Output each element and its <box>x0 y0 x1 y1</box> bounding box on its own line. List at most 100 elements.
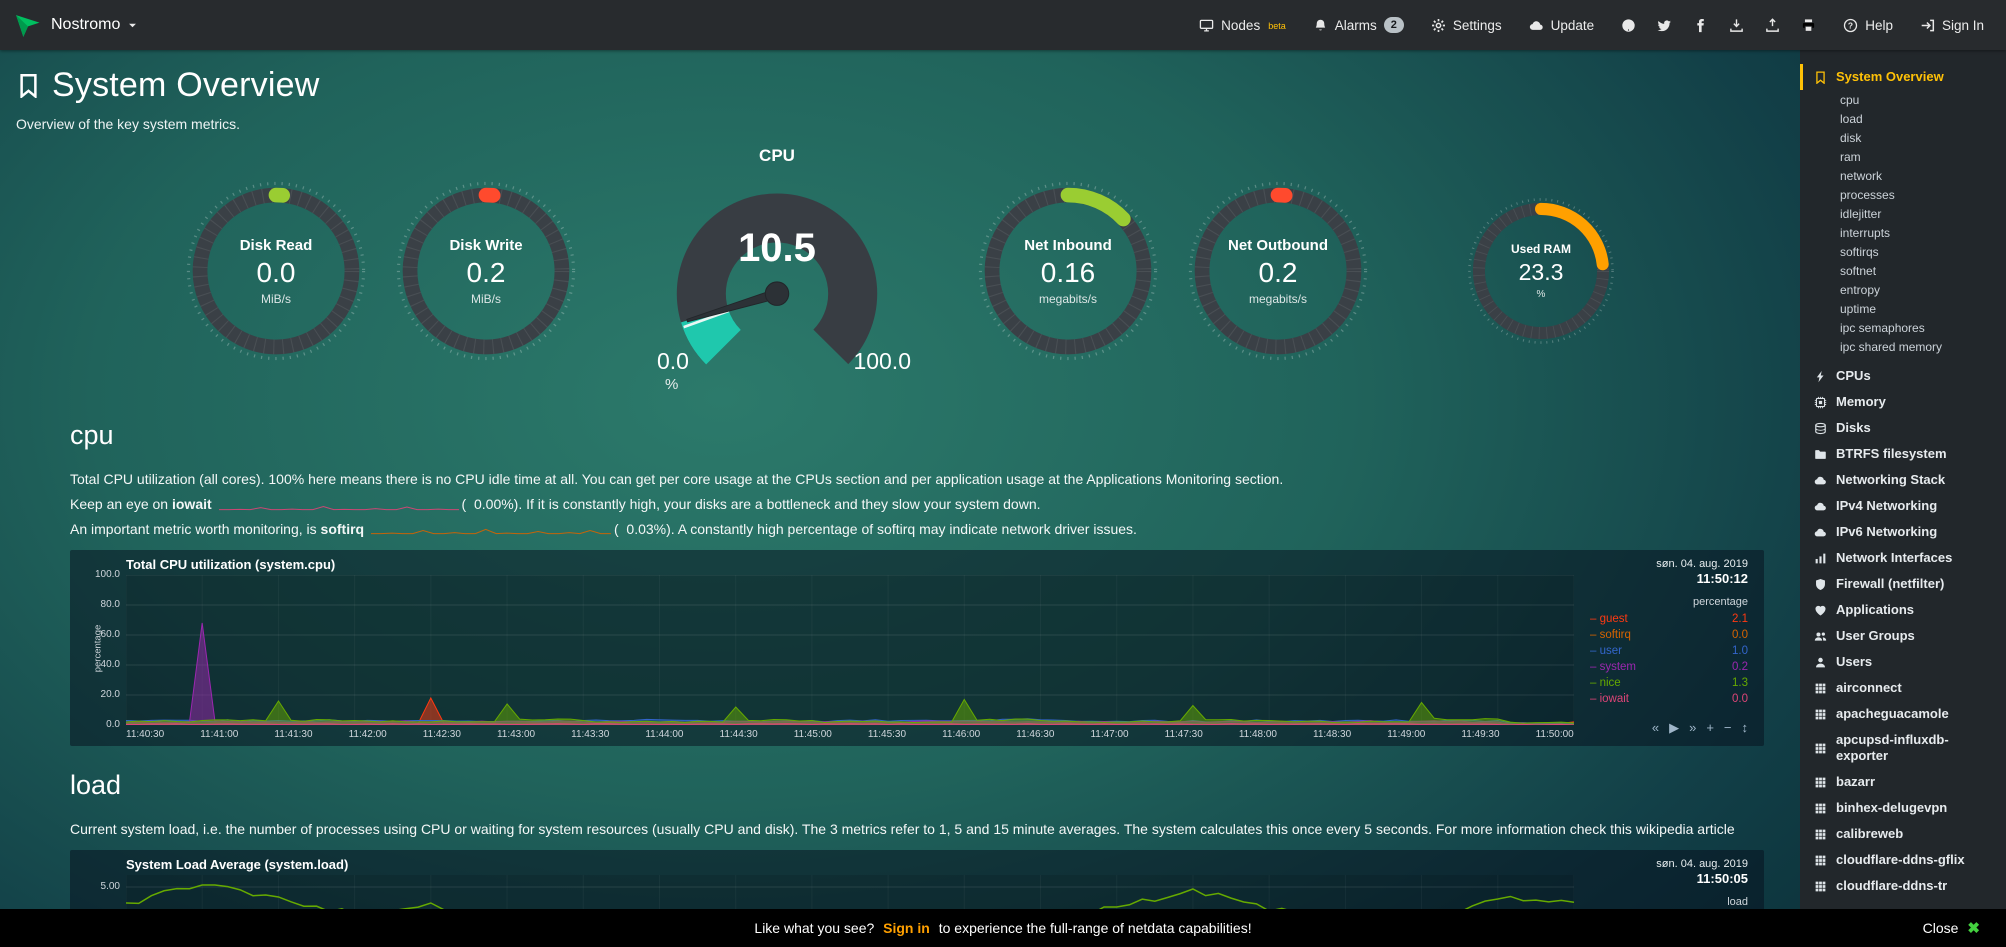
sidebar-item-ipv4-networking[interactable]: IPv4 Networking <box>1814 493 2000 519</box>
sidebar-item-label: BTRFS filesystem <box>1836 446 1947 461</box>
sidebar-menu: System Overview cpu load disk ram network proc… <box>1800 50 2006 947</box>
sidebar-subitem-entropy[interactable]: entropy <box>1840 283 1881 297</box>
help-button[interactable]: ? Help <box>1843 18 1893 33</box>
users-icon <box>1814 630 1827 643</box>
nodes-button[interactable]: Nodes beta <box>1199 18 1286 33</box>
sidebar-subitem-ipc-shared-memory[interactable]: ipc shared memory <box>1840 340 1943 354</box>
sidebar-item-btrfs-filesystem[interactable]: BTRFS filesystem <box>1814 441 2000 467</box>
close-banner-button[interactable]: Close ✖ <box>1923 919 1980 937</box>
x-axis-label: 11:40:30 <box>126 729 165 740</box>
sidebar-item-networking-stack[interactable]: Networking Stack <box>1814 467 2000 493</box>
sidebar-item-cloudflare-ddns-gflix[interactable]: cloudflare-ddns-gflix <box>1814 847 2000 873</box>
sidebar-subitem-cpu[interactable]: cpu <box>1840 93 1860 107</box>
memory-icon <box>1814 396 1827 409</box>
sidebar-item-system-overview[interactable]: System Overview <box>1800 64 2000 90</box>
print-icon[interactable] <box>1801 18 1816 33</box>
x-axis-label: 11:47:00 <box>1090 729 1129 740</box>
chevron-down-icon <box>127 20 138 31</box>
chart-toolbar-zoom-in[interactable]: + <box>1706 720 1714 735</box>
sidebar-item-label: IPv6 Networking <box>1836 524 1938 539</box>
sidebar-subitem-ram[interactable]: ram <box>1840 150 1861 164</box>
netdata-logo-icon[interactable] <box>14 12 41 39</box>
cpu-utilization-chart[interactable]: Total CPU utilization (system.cpu) 0.0 20.… <box>70 550 1764 746</box>
sidebar-item-binhex-delugevpn[interactable]: binhex-delugevpn <box>1814 795 2000 821</box>
sidebar-item-airconnect[interactable]: airconnect <box>1814 675 2000 701</box>
cloud-icon <box>1814 474 1827 487</box>
chart-canvas[interactable]: 0.0 20.0 40.0 60.0 80.0 100.0 percentage <box>92 569 1574 730</box>
chart-toolbar-zoom-out[interactable]: − <box>1723 720 1732 735</box>
sidebar-subitem-uptime[interactable]: uptime <box>1840 302 1877 316</box>
download-icon[interactable] <box>1729 18 1744 33</box>
sidebar-subitem-idlejitter[interactable]: idlejitter <box>1840 207 1882 221</box>
gauge-used-ram[interactable]: Used RAM 23.3% <box>1465 195 1617 347</box>
sidebar-subitem-softnet[interactable]: softnet <box>1840 264 1877 278</box>
sidebar-item-memory[interactable]: Memory <box>1814 389 2000 415</box>
sidebar-item-label: CPUs <box>1836 368 1871 383</box>
gauge-net-inbound[interactable]: Net Inbound 0.16 megabits/s <box>975 178 1161 364</box>
load-section-heading: load <box>70 770 122 800</box>
sidebar-item-bazarr[interactable]: bazarr <box>1814 769 2000 795</box>
help-icon: ? <box>1843 18 1858 33</box>
gauge-cpu[interactable]: CPU 10.5 0.0 100.0% <box>609 146 945 396</box>
sidebar-item-apacheguacamole[interactable]: apacheguacamole <box>1814 701 2000 727</box>
x-axis: 11:40:30 11:41:00 11:41:30 11:42:00 11:42:30… <box>126 729 1574 740</box>
sidebar-subitem-processes[interactable]: processes <box>1840 188 1895 202</box>
sidebar-subitem-softirqs[interactable]: softirqs <box>1840 245 1879 259</box>
sidebar-item-label: apcupsd-influxdb-exporter <box>1836 732 1949 763</box>
sign-in-link[interactable]: Sign in <box>883 920 930 936</box>
sidebar-subitem-network[interactable]: network <box>1840 169 1883 183</box>
sidebar-item-applications[interactable]: Applications <box>1814 597 2000 623</box>
sidebar-item-network-interfaces[interactable]: Network Interfaces <box>1814 545 2000 571</box>
iowait-sparkline[interactable] <box>219 499 459 512</box>
twitter-icon[interactable] <box>1657 18 1672 33</box>
sidebar-item-user-groups[interactable]: User Groups <box>1814 623 2000 649</box>
softirq-sparkline[interactable] <box>371 524 611 537</box>
gauge-disk-write[interactable]: Disk Write 0.2 MiB/s <box>393 178 579 364</box>
github-icon[interactable] <box>1621 18 1636 33</box>
gauge-net-outbound[interactable]: Net Outbound 0.2 megabits/s <box>1185 178 1371 364</box>
sidebar-subitem-ipc-semaphores[interactable]: ipc semaphores <box>1840 321 1925 335</box>
banner-text: Like what you see? Sign in to experience… <box>754 920 1251 936</box>
y-axis-label: 80.0 <box>100 599 120 610</box>
sidebar-item-cloudflare-ddns-tr[interactable]: cloudflare-ddns-tr <box>1814 873 2000 899</box>
sidebar-subitem-interrupts[interactable]: interrupts <box>1840 226 1891 240</box>
x-axis-label: 11:42:00 <box>348 729 387 740</box>
signin-button[interactable]: Sign In <box>1920 18 1984 33</box>
chart-toolbar-resize[interactable]: ↕ <box>1741 720 1749 735</box>
sidebar-subitem-disk[interactable]: disk <box>1840 131 1862 145</box>
sidebar-item-firewall-netfilter[interactable]: Firewall (netfilter) <box>1814 571 2000 597</box>
chart-toolbar-play[interactable]: ▶ <box>1669 720 1680 735</box>
sidebar-item-label: apacheguacamole <box>1836 706 1949 721</box>
sidebar-item-label: binhex-delugevpn <box>1836 800 1948 815</box>
gauge-disk-read[interactable]: Disk Read 0.0 MiB/s <box>183 178 369 364</box>
settings-button[interactable]: Settings <box>1431 18 1502 33</box>
chart-toolbar-pan-left[interactable]: « <box>1651 720 1660 735</box>
sidebar-item-disks[interactable]: Disks <box>1814 415 2000 441</box>
x-axis-label: 11:46:00 <box>942 729 981 740</box>
iowait-keyword: iowait <box>171 496 216 512</box>
sidebar-item-cpus[interactable]: CPUs <box>1814 363 2000 389</box>
top-navbar: Nostromo Nodes beta Alarms 2 Settings Up… <box>0 0 2006 50</box>
topnav: Nodes beta Alarms 2 Settings Update ? He… <box>1199 17 1984 33</box>
sidebar-item-label: calibreweb <box>1836 826 1904 841</box>
chart-date: søn. 04. aug. 2019 <box>1656 558 1748 570</box>
chart-toolbar-pan-right[interactable]: » <box>1689 720 1697 735</box>
sidebar-item-apcupsd-influxdb-exporter[interactable]: apcupsd-influxdb-exporter <box>1814 727 2000 769</box>
upload-icon[interactable] <box>1765 17 1780 33</box>
sidebar-item-calibreweb[interactable]: calibreweb <box>1814 821 2000 847</box>
alarms-button[interactable]: Alarms 2 <box>1313 17 1404 33</box>
sidebar-subitem-load[interactable]: load <box>1840 112 1863 126</box>
sidebar-item-users[interactable]: Users <box>1814 649 2000 675</box>
facebook-icon[interactable] <box>1693 18 1708 33</box>
signin-banner: Like what you see? Sign in to experience… <box>0 909 2006 947</box>
close-icon[interactable]: ✖ <box>1967 920 1980 937</box>
hostname-dropdown[interactable]: Nostromo <box>51 16 138 34</box>
sidebar-item-ipv6-networking[interactable]: IPv6 Networking <box>1814 519 2000 545</box>
update-button[interactable]: Update <box>1529 18 1594 33</box>
